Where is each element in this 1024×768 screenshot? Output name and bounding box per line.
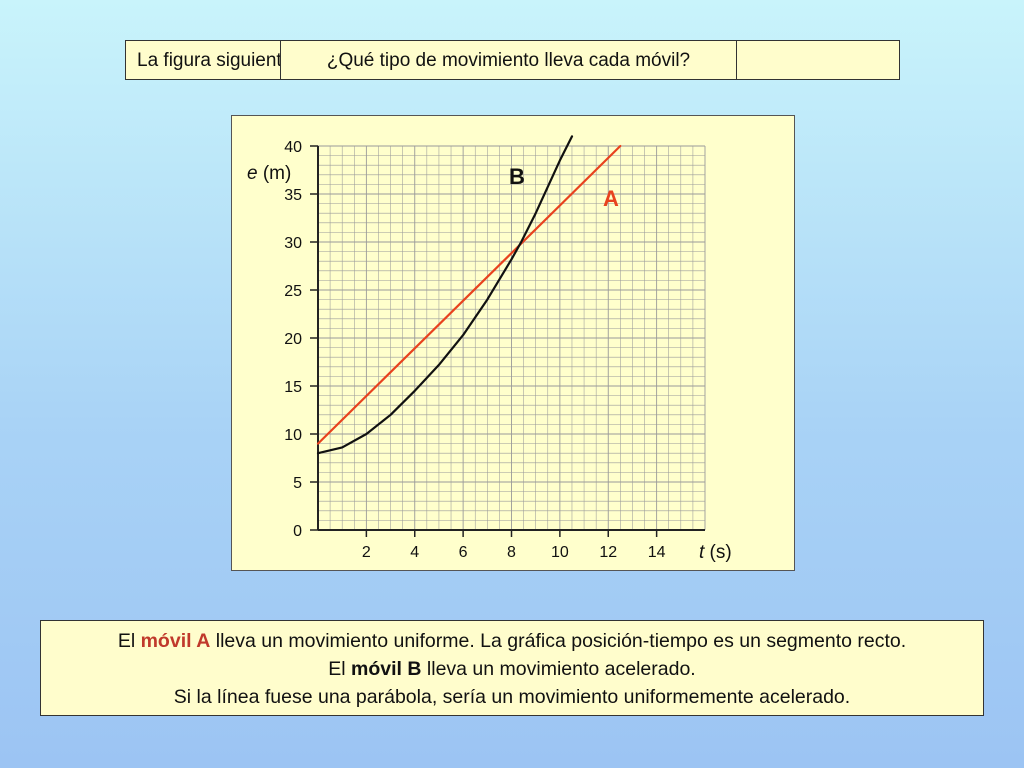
x-tick-label: 10 [551,544,569,561]
answer-line-3: Si la línea fuese una parábola, sería un… [173,686,851,708]
x-tick-label: 4 [410,544,419,561]
y-tick-label: 30 [284,235,302,252]
chart-ticks: 0 5 10 15 20 25 30 35 40 2 4 6 8 10 12 14 [284,139,665,561]
x-axis-label: t (s) [699,542,732,563]
series-b-label: B [509,164,525,189]
series-a-label: A [603,186,619,211]
x-tick-label: 14 [648,544,666,561]
chart-panel: 0 5 10 15 20 25 30 35 40 2 4 6 8 10 12 14 e (m) t (s) B… [231,115,795,571]
series-b-line [316,135,574,455]
y-tick-label: 15 [284,379,302,396]
chart-series [316,135,622,455]
position-time-chart: 0 5 10 15 20 25 30 35 40 2 4 6 8 10 12 14 e (m) t (s) B… [247,135,732,563]
y-tick-label: 0 [293,523,302,540]
series-a-line [316,144,622,445]
mobile-b-highlight: móvil B [351,658,422,680]
y-tick-label: 40 [284,139,302,156]
chart-grid [317,145,706,531]
x-tick-label: 8 [507,544,516,561]
x-axis-label-var: t [699,542,705,563]
y-axis-label: e (m) [247,163,291,184]
x-tick-label: 12 [599,544,617,561]
x-axis-label-unit: (s) [704,542,731,563]
y-axis-label-unit: (m) [258,163,292,184]
mobile-a-highlight: móvil A [140,630,211,652]
y-tick-label: 20 [284,331,302,348]
answer-line-1: El móvil A lleva un movimiento uniforme.… [117,630,907,652]
y-tick-label: 25 [284,283,302,300]
y-tick-label: 35 [284,187,302,204]
answer-line-2: El móvil B lleva un movimiento acelerado… [328,658,696,680]
y-tick-label: 5 [293,475,302,492]
question-banner: ¿Qué tipo de movimiento lleva cada móvil… [280,40,737,80]
x-tick-label: 6 [459,544,468,561]
x-tick-label: 2 [362,544,371,561]
y-tick-label: 10 [284,427,302,444]
question-text: ¿Qué tipo de movimiento lleva cada móvil… [326,50,691,71]
answer-box: El móvil A lleva un movimiento uniforme.… [40,620,984,716]
y-axis-label-var: e [247,163,258,184]
